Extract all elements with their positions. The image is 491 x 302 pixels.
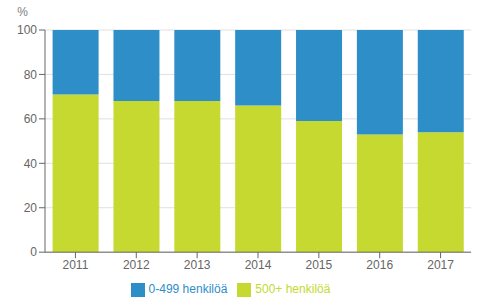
html-text:500+ henkilöä: 500+ henkilöä <box>255 282 331 297</box>
svg-text:%: % <box>17 5 28 19</box>
svg-text:60: 60 <box>24 112 38 126</box>
svg-text:2014: 2014 <box>245 258 272 272</box>
svg-text:80: 80 <box>24 68 38 82</box>
svg-text:2012: 2012 <box>123 258 150 272</box>
svg-text:2016: 2016 <box>366 258 393 272</box>
svg-text:2013: 2013 <box>184 258 211 272</box>
svg-text:0: 0 <box>30 245 37 259</box>
svg-text:40: 40 <box>24 157 38 171</box>
svg-text:2015: 2015 <box>306 258 333 272</box>
svg-text:20: 20 <box>24 201 38 215</box>
svg-text:2017: 2017 <box>427 258 454 272</box>
html-text:0-499 henkilöä: 0-499 henkilöä <box>148 282 228 297</box>
svg-text:2011: 2011 <box>63 258 89 272</box>
svg-text:100: 100 <box>17 23 37 37</box>
